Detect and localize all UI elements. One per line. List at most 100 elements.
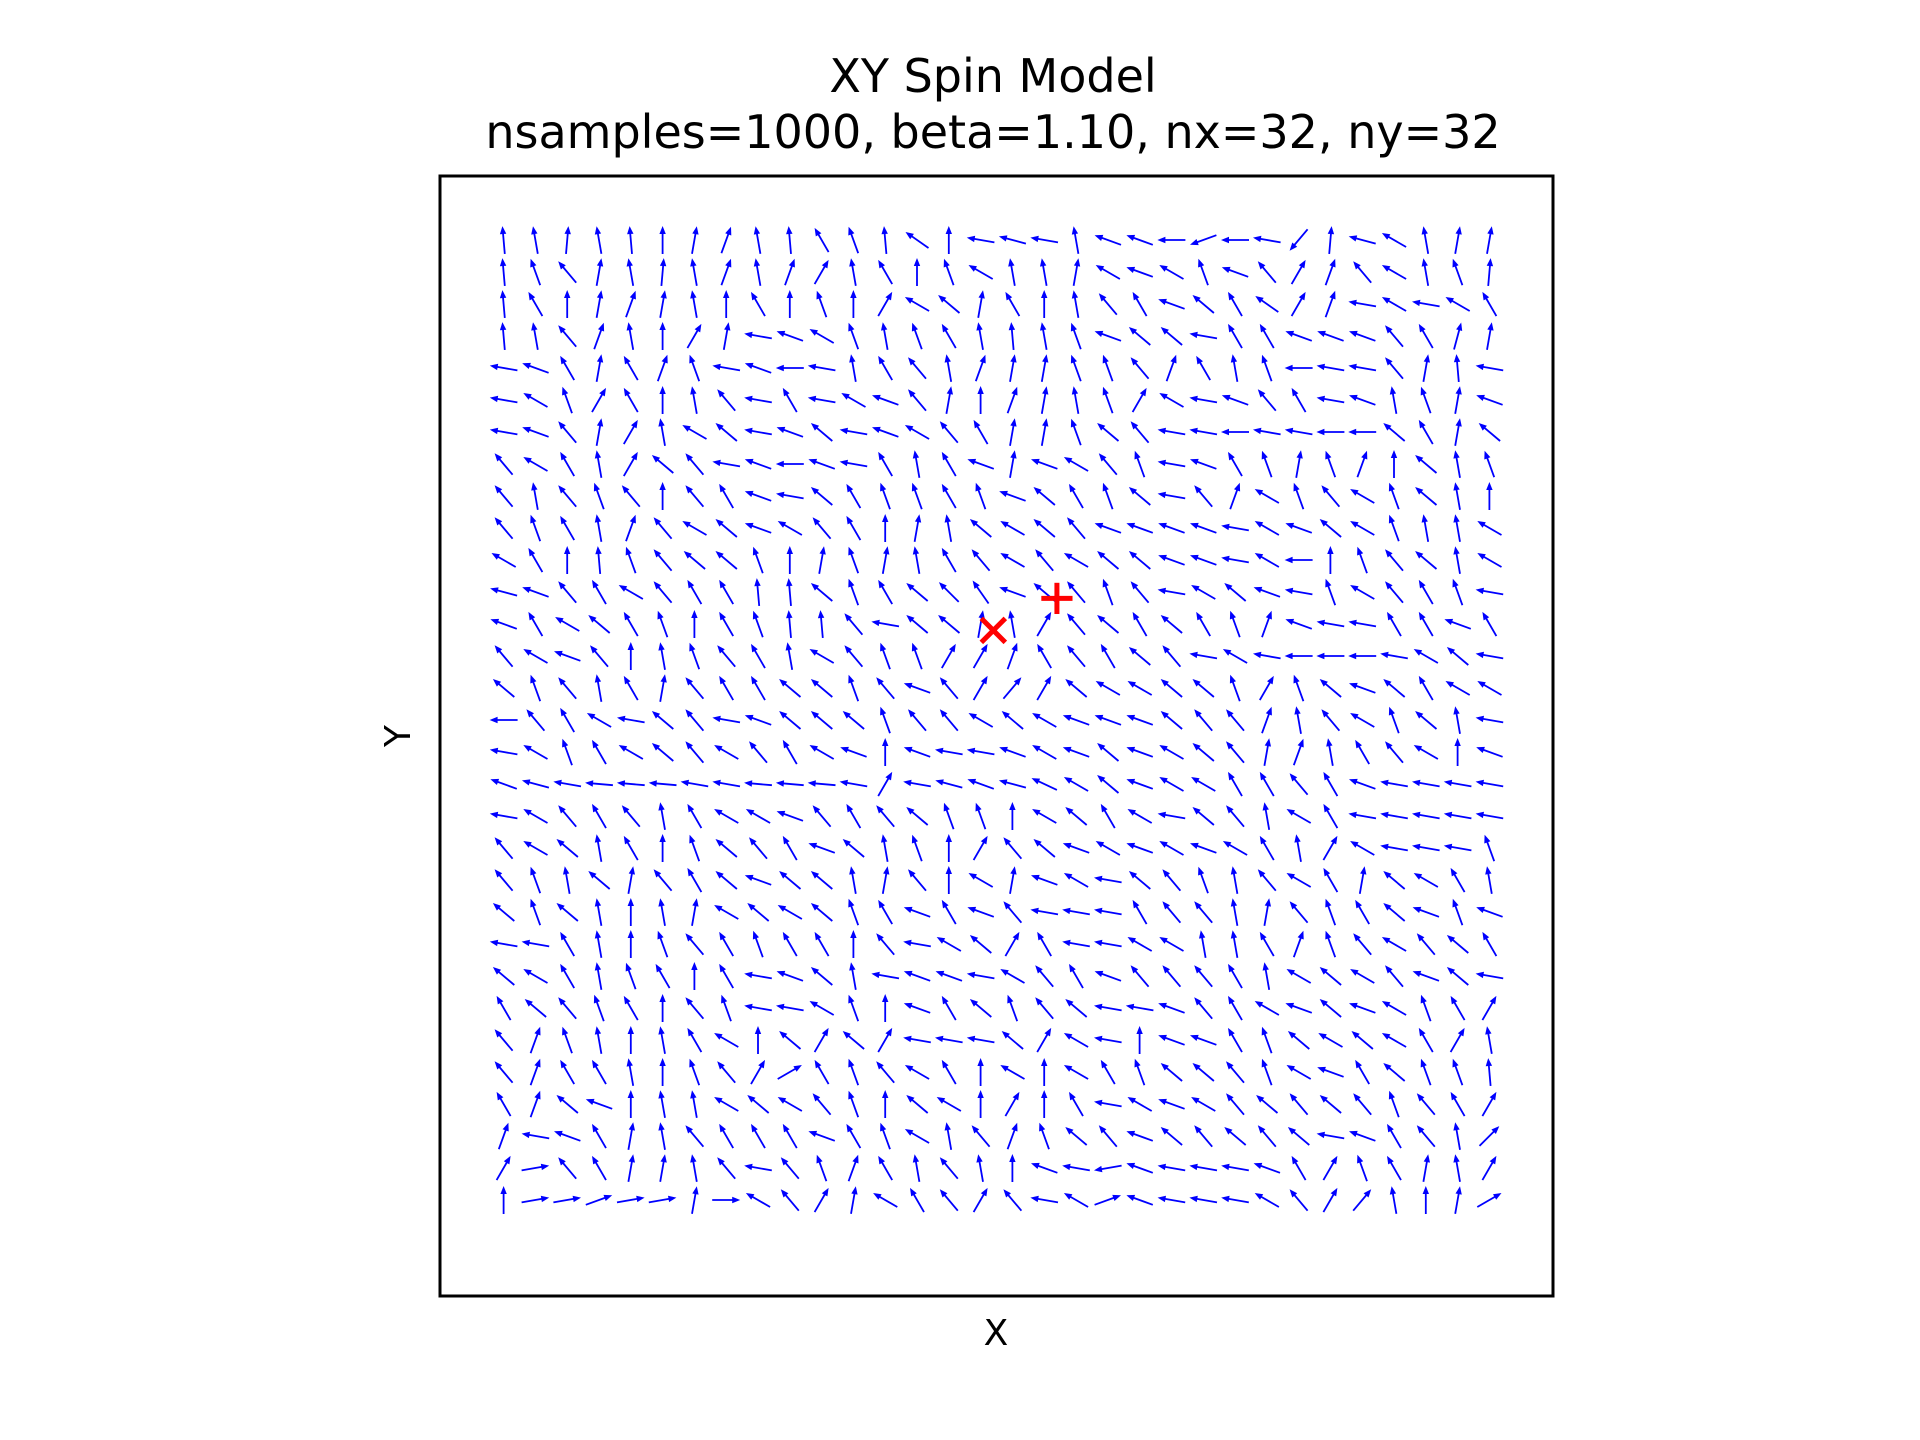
spin-arrow bbox=[1157, 1163, 1186, 1172]
spin-arrow-head bbox=[1063, 873, 1073, 880]
spin-arrow-head bbox=[715, 871, 724, 879]
spin-arrow-shaft bbox=[1133, 360, 1150, 380]
spin-arrow-shaft bbox=[1073, 230, 1080, 254]
spin-arrow bbox=[1037, 931, 1052, 957]
spin-arrow-shaft bbox=[1229, 487, 1239, 510]
spin-arrow-head bbox=[744, 780, 753, 787]
spin-arrow-shaft bbox=[626, 551, 637, 574]
spin-arrow bbox=[1325, 450, 1337, 478]
spin-arrow-head bbox=[1001, 1031, 1010, 1039]
spin-arrow-head bbox=[1453, 1122, 1460, 1131]
spin-arrow-shaft bbox=[782, 681, 802, 698]
spin-arrow-head bbox=[553, 779, 562, 787]
spin-arrow-shaft bbox=[1067, 748, 1090, 758]
spin-arrow bbox=[1036, 1027, 1052, 1053]
spin-arrow-shaft bbox=[1322, 969, 1342, 986]
spin-arrow-shaft bbox=[1195, 1065, 1215, 1082]
spin-arrow-shaft bbox=[596, 454, 603, 478]
spin-arrow bbox=[682, 425, 707, 440]
spin-arrow-head bbox=[555, 617, 564, 624]
spin-arrow-shaft bbox=[1199, 263, 1209, 286]
spin-arrow-shaft bbox=[560, 584, 577, 604]
spin-arrow bbox=[1348, 363, 1377, 372]
spin-arrow-shaft bbox=[913, 647, 923, 670]
spin-arrow bbox=[1453, 354, 1461, 382]
spin-arrow-shaft bbox=[1453, 326, 1461, 350]
spin-arrow bbox=[1453, 450, 1461, 478]
spin-arrow-head bbox=[625, 962, 632, 972]
spin-arrow-shaft bbox=[628, 326, 635, 350]
spin-arrow-head bbox=[999, 586, 1008, 593]
spin-arrow-head bbox=[1196, 611, 1203, 621]
spin-arrow-shaft bbox=[530, 615, 544, 637]
spin-arrow bbox=[659, 1058, 666, 1086]
spin-arrow bbox=[1062, 746, 1090, 758]
spin-arrow-head bbox=[1487, 322, 1494, 331]
spin-arrow-head bbox=[523, 745, 532, 752]
spin-arrow bbox=[651, 455, 674, 474]
spin-arrow-shaft bbox=[1262, 359, 1273, 382]
spin-arrow-head bbox=[786, 578, 793, 587]
spin-arrow-shaft bbox=[943, 1063, 957, 1085]
spin-arrow-shaft bbox=[1098, 1164, 1122, 1171]
spin-arrow-head bbox=[817, 610, 825, 619]
spin-arrow bbox=[492, 679, 515, 698]
spin-arrow-head bbox=[809, 649, 818, 656]
spin-arrow-shaft bbox=[939, 780, 963, 789]
spin-arrow-shaft bbox=[1263, 742, 1270, 766]
spin-arrow-head bbox=[1032, 809, 1041, 816]
spin-arrow bbox=[1286, 873, 1312, 888]
spin-arrow bbox=[1383, 903, 1406, 922]
spin-arrow-shaft bbox=[784, 263, 794, 286]
spin-arrow-head bbox=[572, 1195, 581, 1203]
spin-arrow-shaft bbox=[1448, 620, 1472, 630]
spin-arrow-head bbox=[560, 515, 567, 525]
spin-arrow-head bbox=[623, 835, 631, 845]
spin-arrow-shaft bbox=[1455, 550, 1461, 574]
spin-arrow-shaft bbox=[656, 359, 667, 382]
spin-arrow bbox=[1412, 811, 1440, 820]
spin-arrow-shaft bbox=[494, 749, 518, 756]
spin-arrow bbox=[1190, 842, 1217, 854]
spin-arrow-head bbox=[1071, 290, 1079, 299]
spin-arrow-shaft bbox=[1420, 583, 1434, 605]
spin-arrow-shaft bbox=[1098, 972, 1122, 982]
spin-arrow-head bbox=[1325, 930, 1332, 940]
spin-arrow-shaft bbox=[1035, 779, 1058, 791]
spin-arrow-shaft bbox=[812, 460, 836, 470]
spin-arrow bbox=[1262, 802, 1271, 830]
spin-arrow bbox=[521, 939, 550, 948]
spin-arrow-head bbox=[690, 1090, 697, 1099]
spin-arrow-head bbox=[941, 1059, 949, 1069]
spin-arrow bbox=[1031, 1162, 1058, 1174]
spin-arrow-head bbox=[1189, 651, 1198, 659]
spin-arrow-shaft bbox=[1098, 524, 1122, 534]
spin-arrow-head bbox=[653, 581, 662, 590]
spin-arrow bbox=[585, 1098, 613, 1110]
spin-arrow-head bbox=[752, 610, 759, 620]
spin-arrow-shaft bbox=[1067, 716, 1090, 726]
spin-arrow-head bbox=[651, 711, 661, 719]
spin-arrow-head bbox=[1030, 235, 1039, 243]
spin-arrow-head bbox=[1139, 387, 1147, 397]
spin-arrow-shaft bbox=[526, 746, 548, 760]
spin-arrow bbox=[691, 226, 699, 254]
spin-arrow bbox=[1097, 423, 1120, 442]
spin-arrow bbox=[807, 780, 836, 787]
spin-arrow-shaft bbox=[596, 934, 603, 958]
spin-arrow-head bbox=[1452, 898, 1459, 908]
spin-arrow-shaft bbox=[685, 522, 707, 536]
spin-arrow bbox=[1071, 290, 1080, 318]
spin-arrow-shaft bbox=[910, 392, 927, 412]
spin-arrow-head bbox=[1157, 427, 1166, 435]
spin-arrow-shaft bbox=[690, 647, 701, 670]
spin-arrow bbox=[521, 779, 550, 789]
spin-arrow-shaft bbox=[1228, 1096, 1245, 1116]
spin-arrow-shaft bbox=[908, 1066, 930, 1080]
spin-arrow bbox=[1316, 363, 1345, 372]
spin-arrow-head bbox=[1321, 709, 1329, 718]
spin-arrow-head bbox=[1222, 649, 1232, 656]
spin-arrow-head bbox=[849, 258, 856, 267]
spin-arrow-head bbox=[1323, 771, 1331, 781]
spin-arrow bbox=[618, 585, 644, 600]
